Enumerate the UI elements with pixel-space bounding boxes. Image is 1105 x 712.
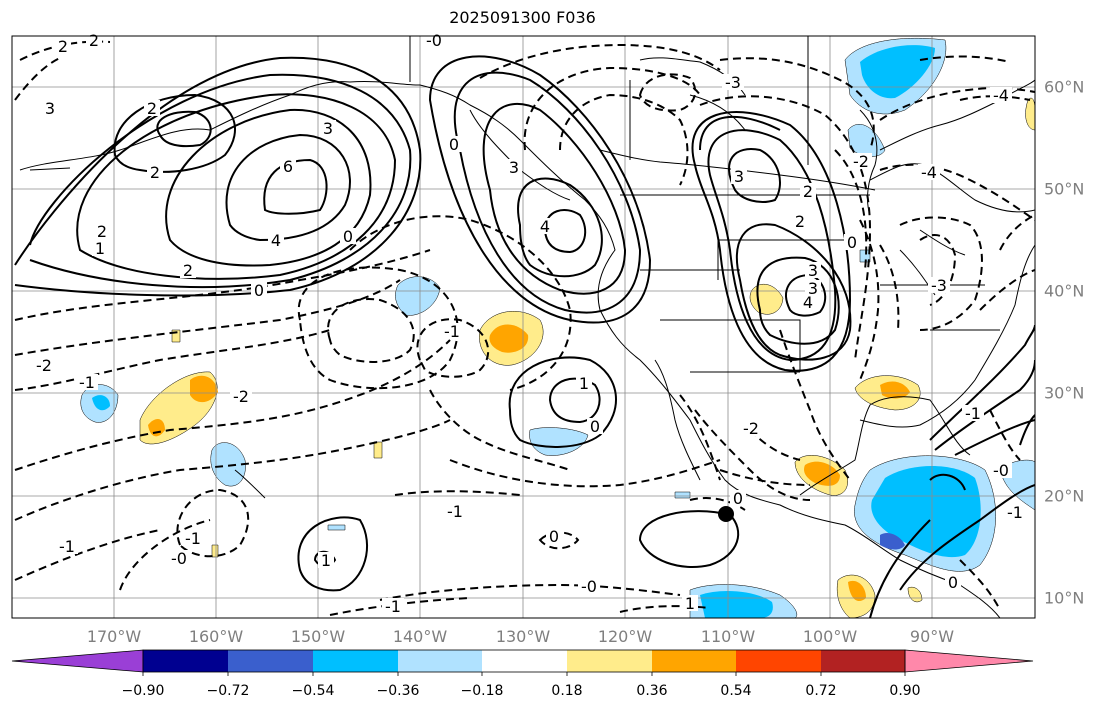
- contour-label: -1: [444, 322, 460, 341]
- contours-negative: [14, 40, 1035, 616]
- contour-label: -4: [993, 86, 1009, 105]
- contour-label: -0: [426, 31, 442, 50]
- lon-tick-label: 160°W: [188, 627, 244, 646]
- shaded-anomalies: [80, 37, 1035, 618]
- contour-label: 1: [321, 551, 331, 570]
- lon-tick-label: 130°W: [495, 627, 551, 646]
- contour-label: -1: [185, 529, 201, 548]
- contour-label: 2: [183, 261, 193, 280]
- contour-label: -2: [36, 356, 52, 375]
- lon-tick-label: 150°W: [290, 627, 346, 646]
- lon-tick-label: 120°W: [597, 627, 653, 646]
- colorbar-label: 0.72: [805, 683, 837, 699]
- contour-label: 3: [808, 261, 818, 280]
- map-title: 2025091300 F036: [449, 8, 596, 27]
- lat-tick-label: 30°N: [1044, 383, 1085, 403]
- lon-tick-label: 90°W: [909, 627, 955, 646]
- contour-label: -0: [993, 461, 1009, 480]
- contour-label: 2: [97, 222, 107, 241]
- contour-label: 2: [58, 37, 68, 56]
- colorbar-segment: [228, 650, 313, 672]
- contour-label: 0: [343, 227, 353, 246]
- contour-label: 0: [733, 489, 743, 508]
- colorbar-segment: [567, 650, 652, 672]
- contour-label: -2: [853, 152, 869, 171]
- contour-label: 3: [808, 279, 818, 298]
- contour-label: 0: [254, 281, 264, 300]
- colorbar-label: 0.18: [551, 683, 583, 699]
- contour-labels: 2 2 3 2 2 6 3 4 2 2 1 0 0 -0 0 3 4 3 3 2…: [33, 31, 1026, 616]
- contour-label: 2: [803, 182, 813, 201]
- location-marker: [718, 506, 734, 522]
- colorbar-label: 0.36: [636, 683, 668, 699]
- colorbar-segment: [398, 650, 482, 672]
- contour-label: 2: [795, 212, 805, 231]
- colorbar-label: 0.90: [889, 683, 921, 699]
- contour-label: 1: [579, 374, 589, 393]
- lat-tick-label: 20°N: [1044, 486, 1085, 506]
- contour-label: 0: [590, 417, 600, 436]
- contour-label: -3: [725, 73, 741, 92]
- contour-label: 4: [271, 231, 281, 250]
- colorbar-segment: [736, 650, 821, 672]
- colorbar-label: −0.90: [121, 683, 165, 699]
- contour-label: 1: [685, 594, 695, 613]
- colorbar-segment: [652, 650, 736, 672]
- contour-label: -1: [79, 373, 95, 392]
- colorbar-label: 0.54: [720, 683, 752, 699]
- lat-tick-label: 40°N: [1044, 281, 1085, 301]
- map-frame: [11, 35, 1036, 619]
- lon-tick-label: 170°W: [86, 627, 142, 646]
- contour-label: -2: [233, 387, 249, 406]
- lon-tick-label: 140°W: [392, 627, 448, 646]
- contour-label: 2: [150, 163, 160, 182]
- contour-label: 3: [45, 99, 55, 118]
- contour-label: -1: [59, 537, 75, 556]
- contour-label: 4: [540, 217, 550, 236]
- coastlines: [19, 36, 1035, 618]
- colorbar-extend-left: [11, 649, 144, 673]
- contour-label: 2: [89, 31, 99, 50]
- contour-label: 3: [734, 167, 744, 186]
- contour-label: -2: [743, 419, 759, 438]
- contour-label: 0: [549, 527, 559, 546]
- contour-label: 6: [283, 157, 293, 176]
- contour-label: -0: [581, 577, 597, 596]
- contour-label: 4: [803, 293, 813, 312]
- colorbar: [11, 649, 1034, 676]
- contour-label: 0: [449, 135, 459, 154]
- contour-label: -1: [1007, 503, 1023, 522]
- colorbar-label: −0.72: [206, 683, 250, 699]
- lon-tick-label: 100°W: [802, 627, 858, 646]
- colorbar-extend-right: [904, 649, 1034, 673]
- contour-label: -1: [965, 404, 981, 423]
- colorbar-label: −0.18: [460, 683, 504, 699]
- colorbar-label: −0.36: [376, 683, 420, 699]
- contour-label: -1: [385, 597, 401, 616]
- colorbar-segment: [821, 650, 905, 672]
- contour-label: 1: [95, 239, 105, 258]
- colorbar-label: −0.54: [291, 683, 335, 699]
- colorbar-segment: [143, 650, 228, 672]
- colorbar-segment: [482, 650, 567, 672]
- contours-positive: [14, 55, 1035, 618]
- contour-label: -1: [447, 502, 463, 521]
- lat-tick-label: 60°N: [1044, 77, 1085, 97]
- lat-tick-label: 50°N: [1044, 179, 1085, 199]
- contour-label: 3: [509, 158, 519, 177]
- contour-label: 3: [323, 119, 333, 138]
- contour-label: -4: [921, 163, 937, 182]
- lat-tick-label: 10°N: [1044, 588, 1085, 608]
- lon-tick-label: 110°W: [700, 627, 756, 646]
- contour-label: 0: [847, 233, 857, 252]
- contour-label: 0: [948, 573, 958, 592]
- contour-label: 2: [147, 99, 157, 118]
- colorbar-segment: [313, 650, 398, 672]
- contour-label: -0: [171, 549, 187, 568]
- contour-label: -3: [931, 276, 947, 295]
